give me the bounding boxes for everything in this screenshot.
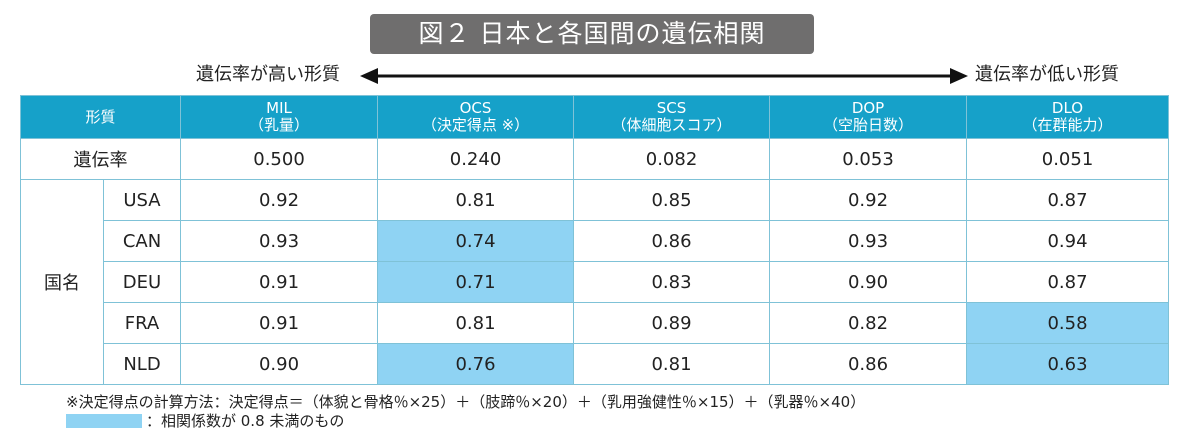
value-cell: 0.91 [180, 261, 379, 303]
table-row: CAN 0.93 0.74 0.86 0.93 0.94 [21, 220, 1170, 262]
heritability-arrow: 遺伝率が高い形質 遺伝率が低い形質 [0, 62, 1185, 90]
figure-title: 図２ 日本と各国間の遺伝相関 [370, 14, 814, 54]
legend-note: ：相関係数が 0.8 未満のもの [66, 412, 344, 430]
value-cell-highlighted: 0.74 [377, 220, 575, 262]
heritability-row: 遺伝率 0.500 0.240 0.082 0.053 0.051 [19, 138, 1170, 180]
value-cell: 0.91 [180, 302, 379, 344]
heritability-cell: 0.082 [573, 138, 771, 180]
arrow-left-label: 遺伝率が高い形質 [196, 64, 340, 85]
value-cell: 0.90 [769, 261, 968, 303]
col-header-dop: DOP （空胎日数） [769, 95, 968, 139]
highlight-swatch [66, 414, 142, 428]
value-cell: 0.85 [573, 179, 771, 221]
value-cell-highlighted: 0.76 [377, 343, 575, 385]
country-name: CAN [102, 220, 182, 262]
double-arrow-icon [360, 68, 968, 84]
table-row: 国名 USA 0.92 0.81 0.85 0.92 0.87 [20, 179, 1170, 385]
value-cell: 0.81 [573, 343, 771, 385]
table-row: DEU 0.91 0.71 0.83 0.90 0.87 [21, 261, 1170, 303]
country-name: NLD [102, 343, 182, 385]
correlation-table: 形質 MIL （乳量） OCS （決定得点 ※） SCS （体細胞スコア） DOP （空… [19, 95, 1170, 385]
value-cell: 0.92 [769, 179, 968, 221]
value-cell: 0.86 [573, 220, 771, 262]
heritability-cell: 0.240 [377, 138, 575, 180]
value-cell-highlighted: 0.58 [966, 302, 1170, 344]
col-header-scs: SCS （体細胞スコア） [573, 95, 771, 139]
value-cell: 0.82 [769, 302, 968, 344]
heritability-cell: 0.053 [769, 138, 968, 180]
col-header-mil: MIL （乳量） [180, 95, 379, 139]
arrow-right-label: 遺伝率が低い形質 [975, 64, 1119, 85]
value-cell-highlighted: 0.63 [966, 343, 1170, 385]
country-name: DEU [102, 261, 182, 303]
value-cell: 0.90 [180, 343, 379, 385]
value-cell: 0.81 [377, 179, 575, 221]
value-cell: 0.92 [180, 179, 379, 221]
value-cell: 0.87 [966, 261, 1170, 303]
value-cell: 0.93 [769, 220, 968, 262]
value-cell-highlighted: 0.71 [377, 261, 575, 303]
table-row: NLD 0.90 0.76 0.81 0.86 0.63 [21, 343, 1170, 385]
heritability-cell: 0.051 [966, 138, 1170, 180]
formula-note: ※決定得点の計算方法：決定得点＝（体貌と骨格％×25）＋（肢蹄％×20）＋（乳用… [66, 393, 866, 411]
legend-text: ：相関係数が 0.8 未満のもの [146, 412, 345, 430]
value-cell: 0.93 [180, 220, 379, 262]
country-name: USA [102, 179, 182, 221]
col-header-ocs: OCS （決定得点 ※） [377, 95, 575, 139]
value-cell: 0.81 [377, 302, 575, 344]
country-label: 国名 [20, 179, 104, 385]
value-cell: 0.83 [573, 261, 771, 303]
table-row: FRA 0.91 0.81 0.89 0.82 0.58 [21, 302, 1170, 344]
trait-header: 形質 [19, 95, 182, 139]
value-cell: 0.87 [966, 179, 1170, 221]
country-name: FRA [102, 302, 182, 344]
heritability-label: 遺伝率 [19, 138, 182, 180]
col-header-dlo: DLO （在群能力） [966, 95, 1170, 139]
value-cell: 0.89 [573, 302, 771, 344]
header-row: 形質 MIL （乳量） OCS （決定得点 ※） SCS （体細胞スコア） DOP （空… [19, 95, 1170, 139]
heritability-cell: 0.500 [180, 138, 379, 180]
value-cell: 0.86 [769, 343, 968, 385]
value-cell: 0.94 [966, 220, 1170, 262]
